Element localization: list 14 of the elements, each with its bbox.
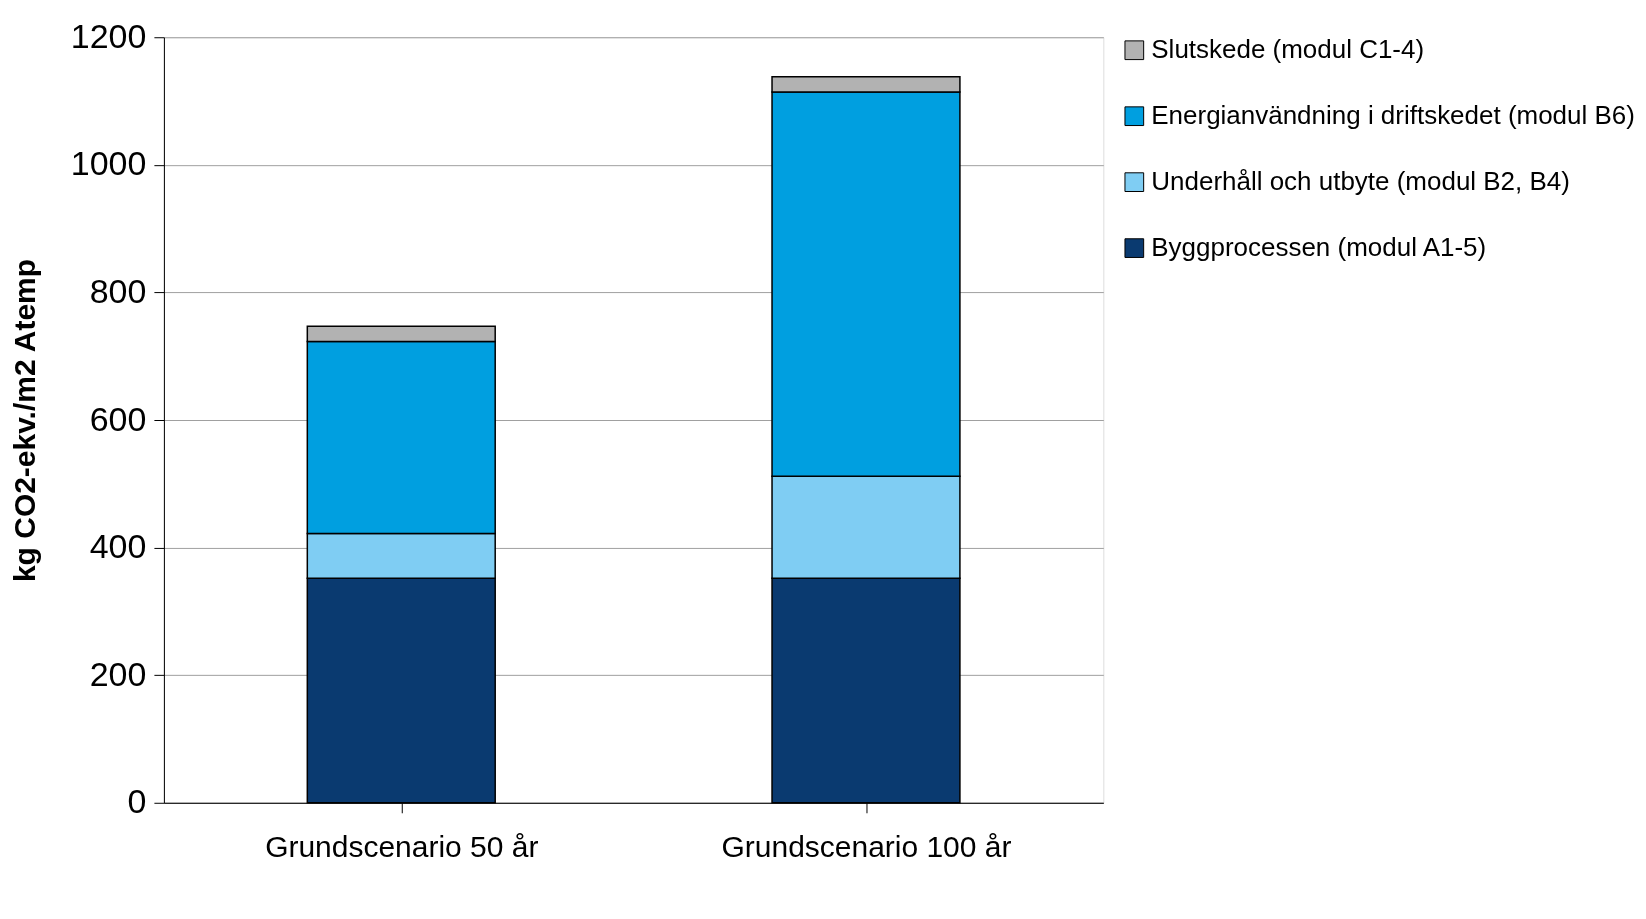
y-tick-label: 800: [89, 271, 147, 310]
y-tick-label: 1200: [70, 16, 147, 55]
y-tick-label: 400: [89, 527, 147, 566]
y-tick-label: 0: [127, 782, 147, 821]
y-axis-title: kg CO2-ekv./m2 Atemp: [7, 258, 41, 583]
legend-label: Byggprocessen (modul A1-5): [1151, 232, 1487, 263]
legend-label: Energianvändning i driftskedet (modul B6): [1151, 100, 1635, 131]
y-tick-label: 1000: [70, 144, 147, 183]
x-tick-label: Grundscenario 50 år: [265, 830, 539, 864]
legend-label: Underhåll och utbyte (modul B2, B4): [1151, 166, 1570, 197]
x-tick-label: Grundscenario 100 år: [721, 830, 1012, 864]
legend-label: Slutskede (modul C1-4): [1151, 34, 1425, 65]
y-tick-label: 600: [89, 399, 147, 438]
y-tick-label: 200: [89, 654, 147, 693]
